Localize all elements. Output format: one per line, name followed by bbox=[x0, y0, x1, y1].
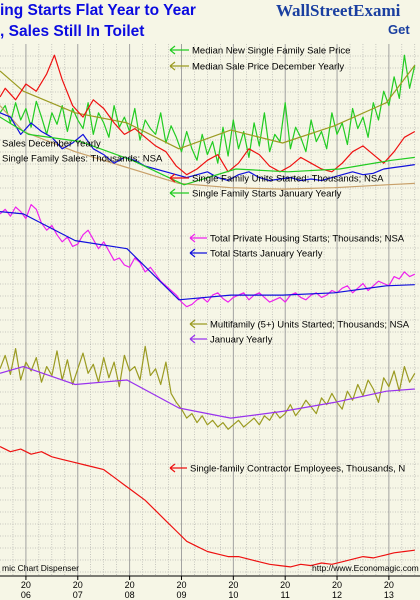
legend-label: Total Starts January Yearly bbox=[210, 249, 323, 260]
chart-title: ing Starts Flat Year to Year , Sales Sti… bbox=[0, 0, 270, 42]
x-tick-label-line2: 10 bbox=[228, 590, 238, 600]
x-tick-label-line1: 20 bbox=[21, 580, 31, 590]
legend-entry: Single-family Contractor Employees, Thou… bbox=[169, 463, 405, 475]
legend-label: January Yearly bbox=[210, 335, 273, 346]
source-right-label: http://www.Economagic.com bbox=[312, 563, 419, 573]
prices_sales-series-4 bbox=[0, 54, 416, 176]
prices_sales-series-5 bbox=[0, 116, 415, 186]
total_starts-series-1 bbox=[0, 211, 415, 301]
legend-entry: Sales December Yearly bbox=[2, 139, 101, 150]
legend-arrow bbox=[189, 334, 196, 344]
x-tick-label-line1: 20 bbox=[176, 580, 186, 590]
legend-entry: Single Family Sales: Thousands: NSA bbox=[2, 154, 163, 165]
legend-label: Median New Single Family Sale Price bbox=[192, 46, 350, 57]
legend-arrow bbox=[169, 463, 176, 473]
legend-label: Single Family Sales: Thousands: NSA bbox=[2, 154, 163, 165]
prices_sales-series-2 bbox=[0, 105, 415, 190]
chart-title-line-1: ing Starts Flat Year to Year bbox=[0, 2, 196, 19]
legend-label: Median Sale Price December Yearly bbox=[192, 62, 344, 73]
employees-series-0 bbox=[0, 446, 415, 568]
x-tick-label-line2: 09 bbox=[176, 590, 186, 600]
legend-arrow bbox=[189, 319, 196, 329]
total_starts-series-0 bbox=[0, 204, 416, 308]
source-left-label: mic Chart Dispenser bbox=[2, 563, 79, 573]
legend-arrow bbox=[169, 61, 176, 71]
legend-label: Single Family Starts January Yearly bbox=[192, 189, 342, 200]
legend-arrow bbox=[189, 248, 196, 258]
legend-label: Single-family Contractor Employees, Thou… bbox=[190, 464, 405, 475]
x-tick-label-line2: 12 bbox=[332, 590, 342, 600]
multifamily-series-1 bbox=[0, 366, 415, 419]
legend-arrow bbox=[169, 45, 176, 55]
brand-tagline: Get bbox=[388, 22, 410, 37]
x-tick-label-line1: 20 bbox=[228, 580, 238, 590]
legend-entry: Median Sale Price December Yearly bbox=[169, 61, 344, 73]
legend-entry: January Yearly bbox=[189, 334, 273, 346]
chart-title-line-2: , Sales Still In Toilet bbox=[0, 23, 145, 40]
legend-entry: Total Private Housing Starts; Thousands;… bbox=[189, 233, 405, 245]
legend-entry: Single Family Starts January Yearly bbox=[169, 188, 342, 200]
legend-label: Multifamily (5+) Units Started; Thousand… bbox=[210, 320, 410, 331]
legend-entry: Total Starts January Yearly bbox=[189, 248, 323, 260]
x-tick-label-line1: 20 bbox=[73, 580, 83, 590]
legend-arrow bbox=[169, 173, 176, 183]
x-tick-label-line2: 13 bbox=[384, 590, 394, 600]
legend-entry: Median New Single Family Sale Price bbox=[169, 45, 350, 57]
legend-entry: Multifamily (5+) Units Started; Thousand… bbox=[189, 319, 410, 331]
brand-logo: WallStreetExami bbox=[276, 1, 401, 20]
x-tick-label-line1: 20 bbox=[125, 580, 135, 590]
legend-label: Total Private Housing Starts; Thousands;… bbox=[210, 234, 405, 245]
prices_sales-series-1 bbox=[0, 64, 416, 150]
multifamily-series-0 bbox=[0, 345, 416, 430]
x-tick-label-line2: 07 bbox=[73, 590, 83, 600]
legend-entry: Single Family Units Started; Thousands; … bbox=[169, 173, 384, 185]
prices_sales-series-3 bbox=[0, 112, 415, 182]
prices_sales-series-0 bbox=[0, 54, 416, 164]
legend-label: Sales December Yearly bbox=[2, 139, 101, 150]
x-tick-label-line1: 20 bbox=[280, 580, 290, 590]
legend-arrow bbox=[169, 188, 176, 198]
chart-legends: Median New Single Family Sale Price Media… bbox=[2, 46, 410, 475]
x-tick-label-line1: 20 bbox=[384, 580, 394, 590]
chart-series bbox=[0, 54, 416, 568]
x-tick-label-line2: 11 bbox=[281, 590, 290, 600]
x-tick-label-line2: 06 bbox=[21, 590, 31, 600]
legend-arrow bbox=[189, 233, 196, 243]
x-tick-label-line2: 08 bbox=[125, 590, 135, 600]
x-tick-label-line1: 20 bbox=[332, 580, 342, 590]
legend-label: Single Family Units Started; Thousands; … bbox=[192, 174, 384, 185]
